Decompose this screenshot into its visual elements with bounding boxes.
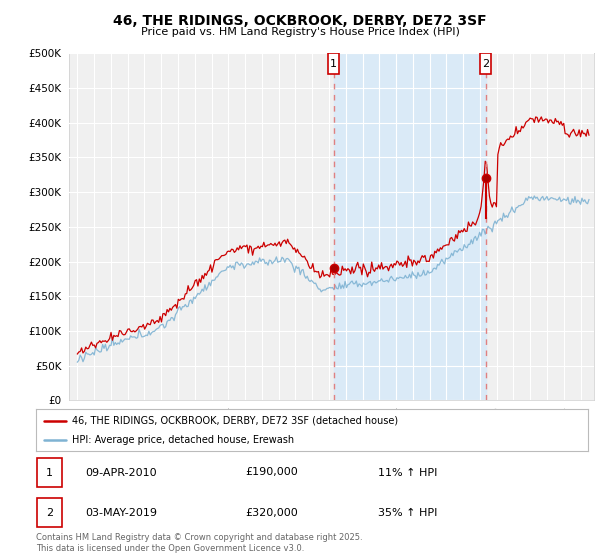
FancyBboxPatch shape	[328, 53, 339, 74]
Text: 09-APR-2010: 09-APR-2010	[86, 468, 157, 478]
Text: HPI: Average price, detached house, Erewash: HPI: Average price, detached house, Erew…	[72, 435, 294, 445]
Text: 03-MAY-2019: 03-MAY-2019	[86, 507, 158, 517]
Text: Contains HM Land Registry data © Crown copyright and database right 2025.
This d: Contains HM Land Registry data © Crown c…	[36, 533, 362, 553]
Text: 2: 2	[46, 507, 53, 517]
Bar	[334, 53, 485, 400]
Text: 46, THE RIDINGS, OCKBROOK, DERBY, DE72 3SF: 46, THE RIDINGS, OCKBROOK, DERBY, DE72 3…	[113, 14, 487, 28]
Text: 35% ↑ HPI: 35% ↑ HPI	[378, 507, 437, 517]
Text: 46, THE RIDINGS, OCKBROOK, DERBY, DE72 3SF (detached house): 46, THE RIDINGS, OCKBROOK, DERBY, DE72 3…	[72, 416, 398, 426]
Text: £190,000: £190,000	[246, 468, 299, 478]
FancyBboxPatch shape	[480, 53, 491, 74]
Text: 1: 1	[46, 468, 53, 478]
Text: £320,000: £320,000	[246, 507, 299, 517]
FancyBboxPatch shape	[37, 498, 62, 527]
Text: 11% ↑ HPI: 11% ↑ HPI	[378, 468, 437, 478]
FancyBboxPatch shape	[37, 458, 62, 487]
Text: 1: 1	[330, 59, 337, 69]
Text: Price paid vs. HM Land Registry's House Price Index (HPI): Price paid vs. HM Land Registry's House …	[140, 27, 460, 37]
Text: 2: 2	[482, 59, 489, 69]
